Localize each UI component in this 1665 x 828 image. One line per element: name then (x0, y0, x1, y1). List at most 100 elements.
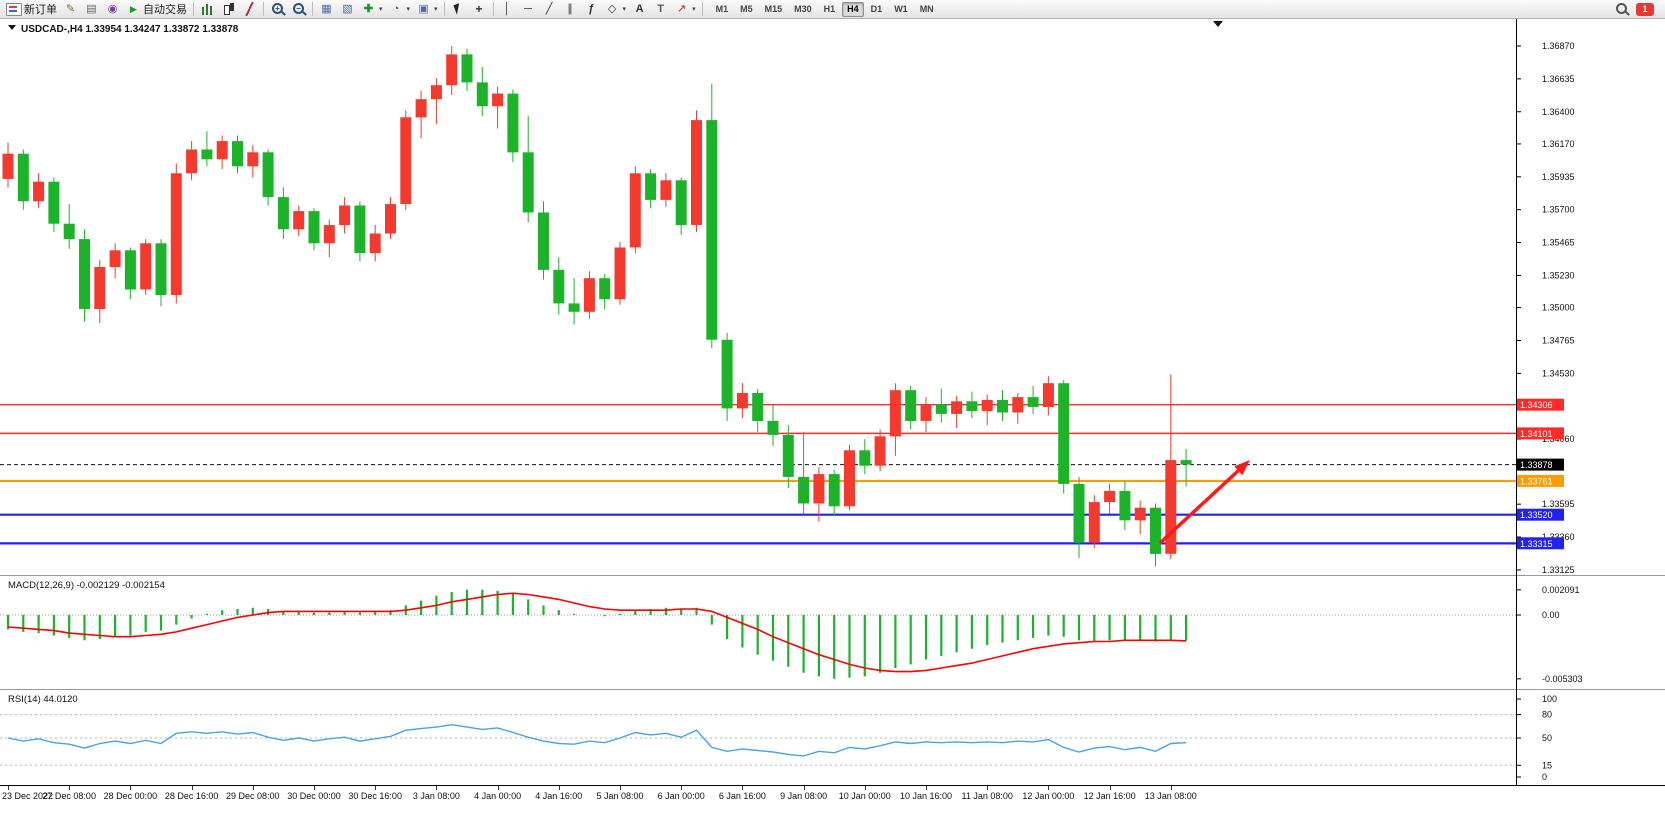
fibonacci-tool-button[interactable]: ƒ (581, 1, 602, 18)
timeframe-d1-button[interactable]: D1 (866, 2, 888, 17)
time-axis-label: 3 Jan 08:00 (412, 791, 460, 801)
horizontal-line-tool-button[interactable]: ─ (518, 1, 539, 18)
price-axis-label: 1.36400 (1542, 107, 1575, 117)
zoom-in-button[interactable]: + (267, 1, 288, 18)
new-chart-button[interactable]: ▧ (337, 1, 358, 18)
order-ticket-icon (6, 2, 22, 16)
chart-collapse-icon[interactable] (8, 25, 16, 30)
vertical-line-tool-button[interactable]: │ (497, 1, 518, 18)
candle-body (1012, 397, 1024, 413)
magnifier-plus-icon: + (270, 2, 285, 16)
text-a-icon: A (635, 2, 644, 15)
macd-histogram (6, 589, 1188, 679)
cursor-arrow-icon (451, 2, 466, 16)
price-axis-label: 1.34530 (1542, 368, 1575, 378)
channel-tool-button[interactable]: ∥ (560, 1, 581, 18)
candle-body (216, 141, 228, 160)
price-axis-label: 1.35935 (1542, 172, 1575, 182)
candle-body (859, 450, 871, 466)
community-button[interactable]: ◉ (102, 1, 123, 18)
line-chart-button[interactable] (239, 1, 260, 18)
rsi-axis-label: 80 (1542, 710, 1552, 720)
main-toolbar: 新订单 ✎ ▤ ◉ ▶ 自动交易 + − ▦ ▧ ✚ ▾ ◔ ▾ ▣ ▾ + │ ─ ╱ ∥ ƒ ◇ ▾ A T ↗ ▾ M1 M5 M1… (0, 0, 1665, 19)
candle-body (997, 399, 1008, 413)
trendline-tool-button[interactable]: ╱ (539, 1, 560, 18)
candle-body (323, 225, 335, 244)
bar-chart-button[interactable] (197, 1, 218, 18)
shapes-tool-button[interactable]: ◇ ▾ (602, 1, 630, 18)
candle-body (736, 393, 748, 409)
candle-body (155, 243, 167, 296)
candle-body (706, 120, 718, 340)
candle-body (1042, 383, 1054, 407)
time-axis-tick (558, 786, 560, 790)
price-axis-label: 1.33125 (1542, 565, 1575, 575)
candle-body (1073, 483, 1085, 543)
arrows-tool-button[interactable]: ↗ ▾ (671, 1, 699, 18)
time-axis-tick (375, 786, 377, 790)
timeframe-m1-button[interactable]: M1 (711, 2, 734, 17)
indicators-list-button[interactable]: ✚ ▾ (358, 1, 386, 18)
price-chart-panel[interactable]: 1.36870 1.36635 1.36400 1.36170 1.35935 1.357… (0, 19, 1665, 575)
metaeditor-button[interactable]: ✎ (60, 1, 81, 18)
auto-trading-button[interactable]: ▶ 自动交易 (123, 1, 190, 18)
candle-body (2, 153, 14, 179)
price-axis-label: 1.34765 (1542, 335, 1575, 345)
timeframe-h1-button[interactable]: H1 (819, 2, 841, 17)
time-axis-label: 27 Dec 08:00 (42, 791, 96, 801)
templates-button[interactable]: ▣ ▾ (413, 1, 441, 18)
candle-body (583, 278, 595, 312)
timeframe-w1-button[interactable]: W1 (889, 2, 913, 17)
text-tool-button[interactable]: A (629, 1, 650, 18)
globe-icon: ◉ (107, 2, 118, 15)
price-axis-label: 1.35230 (1542, 270, 1575, 280)
candle-body (905, 390, 917, 421)
candle-body (660, 180, 672, 200)
search-icon[interactable] (1614, 2, 1629, 16)
price-badge-label: 1.34306 (1520, 400, 1553, 410)
candle-body (430, 85, 442, 100)
candle-body (492, 93, 504, 107)
tiles-icon: ▦ (321, 2, 332, 15)
price-axis-label: 1.36635 (1542, 74, 1575, 84)
macd-panel[interactable]: 0.002091 0.00 -0.005303 MACD(12,26,9) -0.00… (0, 575, 1665, 689)
tile-windows-button[interactable]: ▦ (316, 1, 337, 18)
price-axis-label: 1.35465 (1542, 238, 1575, 248)
candlesticks (2, 46, 1192, 567)
timeframe-h4-button[interactable]: H4 (842, 1, 864, 17)
price-axis-label: 1.36870 (1542, 41, 1575, 51)
notification-badge[interactable]: 1 (1636, 2, 1654, 16)
rsi-panel[interactable]: 100 80 50 15 0 RSI(14) 44.0120 (0, 689, 1665, 786)
timeframe-m15-button[interactable]: M15 (760, 2, 788, 17)
time-axis-label: 23 Dec 2022 (2, 791, 54, 801)
time-axis-tick (130, 786, 132, 790)
trend-arrow-annotation[interactable] (1158, 460, 1250, 545)
arrow-head (1234, 460, 1250, 476)
candle-body (568, 303, 580, 312)
candle-body (813, 474, 825, 504)
cursor-button[interactable] (448, 1, 469, 18)
periods-button[interactable]: ◔ ▾ (386, 1, 414, 18)
print-button[interactable]: ▤ (81, 1, 102, 18)
label-tool-button[interactable]: T (650, 1, 671, 18)
new-order-button[interactable]: 新订单 (3, 1, 60, 18)
candle-body (614, 247, 626, 300)
candle-body (782, 434, 794, 477)
shapes-icon: ◇ (607, 2, 617, 15)
timeframe-m30-button[interactable]: M30 (789, 2, 817, 17)
scroll-position-marker[interactable] (1213, 21, 1223, 27)
time-axis-label: 6 Jan 16:00 (718, 791, 766, 801)
candlestick-chart-button[interactable] (218, 1, 239, 18)
crosshair-button[interactable]: + (469, 1, 490, 18)
timeframe-mn-button[interactable]: MN (915, 2, 939, 17)
candle-body (17, 153, 29, 202)
candle-body (553, 269, 565, 304)
price-badge-label: 1.33761 (1520, 476, 1553, 486)
rsi-axis-label: 0 (1542, 772, 1547, 782)
candle-body (262, 152, 274, 198)
candle-body (354, 205, 366, 254)
timeframe-m5-button[interactable]: M5 (735, 2, 758, 17)
zoom-out-button[interactable]: − (288, 1, 309, 18)
candle-body (828, 474, 840, 507)
dropdown-arrow-icon: ▾ (406, 6, 411, 13)
